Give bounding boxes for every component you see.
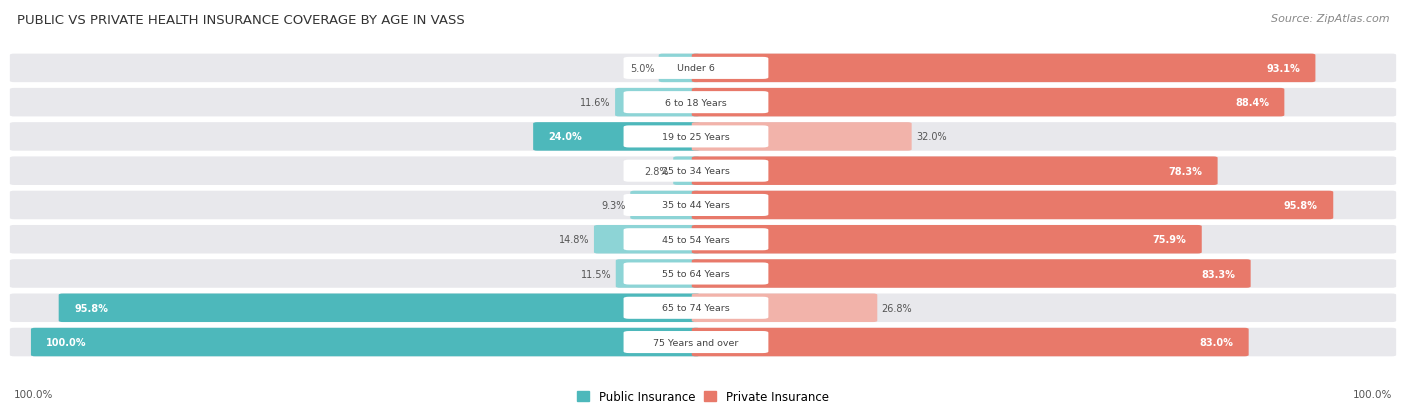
FancyBboxPatch shape	[692, 89, 1284, 117]
FancyBboxPatch shape	[10, 157, 1396, 185]
FancyBboxPatch shape	[10, 294, 1396, 322]
FancyBboxPatch shape	[59, 294, 700, 322]
FancyBboxPatch shape	[533, 123, 700, 151]
Text: 32.0%: 32.0%	[915, 132, 946, 142]
FancyBboxPatch shape	[624, 297, 768, 319]
FancyBboxPatch shape	[692, 294, 877, 322]
FancyBboxPatch shape	[10, 55, 1396, 83]
Text: 19 to 25 Years: 19 to 25 Years	[662, 133, 730, 142]
Text: 75 Years and over: 75 Years and over	[654, 338, 738, 347]
FancyBboxPatch shape	[624, 195, 768, 216]
FancyBboxPatch shape	[10, 225, 1396, 254]
FancyBboxPatch shape	[31, 328, 700, 356]
FancyBboxPatch shape	[614, 89, 700, 117]
Text: 95.8%: 95.8%	[75, 303, 108, 313]
Text: 35 to 44 Years: 35 to 44 Years	[662, 201, 730, 210]
FancyBboxPatch shape	[692, 191, 1333, 220]
Text: 25 to 34 Years: 25 to 34 Years	[662, 167, 730, 176]
FancyBboxPatch shape	[658, 55, 700, 83]
Text: Under 6: Under 6	[678, 64, 714, 73]
FancyBboxPatch shape	[624, 263, 768, 285]
Text: 9.3%: 9.3%	[602, 200, 626, 211]
Text: 95.8%: 95.8%	[1284, 200, 1317, 211]
Text: 2.8%: 2.8%	[644, 166, 669, 176]
FancyBboxPatch shape	[692, 225, 1202, 254]
FancyBboxPatch shape	[624, 160, 768, 182]
FancyBboxPatch shape	[624, 126, 768, 148]
Text: PUBLIC VS PRIVATE HEALTH INSURANCE COVERAGE BY AGE IN VASS: PUBLIC VS PRIVATE HEALTH INSURANCE COVER…	[17, 14, 464, 27]
FancyBboxPatch shape	[673, 157, 700, 185]
Text: 11.6%: 11.6%	[581, 98, 610, 108]
FancyBboxPatch shape	[624, 229, 768, 251]
Text: 14.8%: 14.8%	[560, 235, 589, 244]
Text: 100.0%: 100.0%	[14, 389, 53, 399]
Text: 83.3%: 83.3%	[1201, 269, 1236, 279]
Text: 5.0%: 5.0%	[630, 64, 654, 74]
FancyBboxPatch shape	[10, 123, 1396, 151]
FancyBboxPatch shape	[616, 260, 700, 288]
FancyBboxPatch shape	[10, 328, 1396, 356]
Text: Source: ZipAtlas.com: Source: ZipAtlas.com	[1271, 14, 1389, 24]
FancyBboxPatch shape	[10, 260, 1396, 288]
FancyBboxPatch shape	[10, 89, 1396, 117]
FancyBboxPatch shape	[624, 92, 768, 114]
Text: 75.9%: 75.9%	[1153, 235, 1187, 244]
FancyBboxPatch shape	[10, 191, 1396, 220]
FancyBboxPatch shape	[624, 58, 768, 80]
Text: 6 to 18 Years: 6 to 18 Years	[665, 98, 727, 107]
FancyBboxPatch shape	[692, 123, 911, 151]
FancyBboxPatch shape	[624, 331, 768, 353]
FancyBboxPatch shape	[593, 225, 700, 254]
Legend: Public Insurance, Private Insurance: Public Insurance, Private Insurance	[578, 390, 828, 403]
FancyBboxPatch shape	[630, 191, 700, 220]
Text: 26.8%: 26.8%	[882, 303, 912, 313]
Text: 100.0%: 100.0%	[1353, 389, 1392, 399]
Text: 83.0%: 83.0%	[1199, 337, 1233, 347]
Text: 93.1%: 93.1%	[1267, 64, 1301, 74]
Text: 78.3%: 78.3%	[1168, 166, 1202, 176]
FancyBboxPatch shape	[692, 55, 1316, 83]
FancyBboxPatch shape	[692, 328, 1249, 356]
FancyBboxPatch shape	[692, 157, 1218, 185]
Text: 24.0%: 24.0%	[548, 132, 582, 142]
Text: 100.0%: 100.0%	[46, 337, 87, 347]
Text: 45 to 54 Years: 45 to 54 Years	[662, 235, 730, 244]
Text: 65 to 74 Years: 65 to 74 Years	[662, 304, 730, 313]
FancyBboxPatch shape	[692, 260, 1251, 288]
Text: 55 to 64 Years: 55 to 64 Years	[662, 269, 730, 278]
Text: 11.5%: 11.5%	[581, 269, 612, 279]
Text: 88.4%: 88.4%	[1234, 98, 1268, 108]
